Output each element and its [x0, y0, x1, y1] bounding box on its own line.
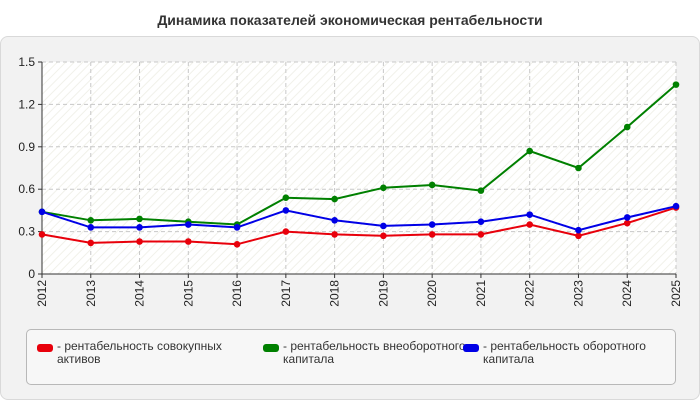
- legend-label: - рентабельность внеоборотного капитала: [283, 339, 466, 366]
- series-0-point: [38, 231, 46, 238]
- x-tick-label: 2020: [425, 280, 439, 307]
- series-line-0: [41, 206, 677, 246]
- x-tick-label: 2016: [230, 280, 244, 307]
- series-2-point: [575, 226, 582, 234]
- series-1-point: [477, 187, 485, 194]
- x-tick-label: 2015: [181, 280, 195, 307]
- series-2-point: [380, 222, 387, 230]
- legend-label: - рентабельность совокупных активов: [57, 339, 222, 366]
- series-1-point: [428, 181, 436, 189]
- series-2-point: [477, 218, 485, 226]
- series-0-point: [623, 219, 631, 227]
- series-0-point: [526, 221, 533, 228]
- series-0-point: [575, 232, 582, 240]
- series-0-point: [233, 241, 241, 248]
- series-0-point: [136, 238, 143, 245]
- series-1-point: [87, 216, 95, 224]
- series-1-point: [623, 123, 631, 131]
- x-tick-label: 2018: [328, 280, 342, 307]
- series-2-point: [672, 202, 680, 210]
- series-0-point: [477, 231, 485, 238]
- legend-swatch-blue: [463, 344, 479, 352]
- series-2-point: [136, 224, 143, 231]
- series-1-point: [526, 147, 533, 155]
- y-tick-label: 0: [28, 267, 35, 281]
- x-tick-label: 2024: [620, 280, 634, 307]
- series-0-point: [185, 238, 192, 245]
- series-1-point: [380, 184, 387, 192]
- series-2-point: [526, 211, 533, 218]
- series-2-point: [331, 216, 338, 224]
- series-line-1: [41, 83, 677, 226]
- series-2-point: [282, 207, 290, 214]
- x-tick-label: 2014: [133, 280, 147, 307]
- series-lines: [38, 81, 680, 248]
- series-2-point: [623, 214, 631, 221]
- x-tick-label: 2019: [376, 280, 390, 307]
- chart-title: Динамика показателей экономическая рента…: [157, 12, 543, 28]
- plot-area: [42, 62, 676, 274]
- y-tick-label: 0.6: [18, 182, 35, 196]
- series-1-point: [331, 195, 338, 203]
- x-tick-label: 2012: [35, 280, 49, 307]
- x-tick-label: 2013: [84, 280, 98, 307]
- series-2-point: [233, 224, 241, 231]
- chart-legend: - рентабельность совокупных активов - ре…: [26, 329, 676, 385]
- series-1-point: [575, 164, 582, 172]
- y-tick-labels: 0 0.3 0.6 0.9 1.2 1.5: [18, 55, 35, 281]
- legend-swatch-green: [263, 344, 279, 352]
- y-tick-label: 0.3: [18, 225, 35, 239]
- series-line-2: [41, 205, 677, 232]
- series-2-point: [87, 224, 95, 231]
- y-tick-label: 1.2: [18, 97, 35, 111]
- x-tick-label: 2023: [571, 280, 585, 307]
- series-0-point: [87, 239, 95, 247]
- series-0-point: [428, 231, 436, 238]
- series-2-point: [38, 208, 46, 216]
- x-tick-label: 2025: [669, 280, 683, 307]
- series-1-point: [282, 194, 290, 201]
- x-tick-label: 2022: [523, 280, 537, 307]
- series-0-point: [282, 228, 290, 235]
- legend-label: - рентабельность оборотного капитала: [483, 339, 646, 366]
- legend-swatch-red: [37, 344, 53, 352]
- x-tick-labels: 2012 2013 2014 2015 2016 2017 2018 2019 2020 2021…: [35, 280, 683, 307]
- series-1-point: [136, 215, 143, 223]
- series-2-point: [428, 221, 436, 228]
- x-tick-label: 2017: [279, 280, 293, 307]
- y-tick-label: 0.9: [18, 140, 35, 154]
- series-0-point: [331, 231, 338, 238]
- y-tick-label: 1.5: [18, 55, 35, 69]
- series-1-point: [672, 81, 680, 88]
- axes: [38, 61, 677, 278]
- x-tick-label: 2021: [474, 280, 488, 307]
- series-2-point: [185, 221, 192, 228]
- series-0-point: [380, 232, 387, 240]
